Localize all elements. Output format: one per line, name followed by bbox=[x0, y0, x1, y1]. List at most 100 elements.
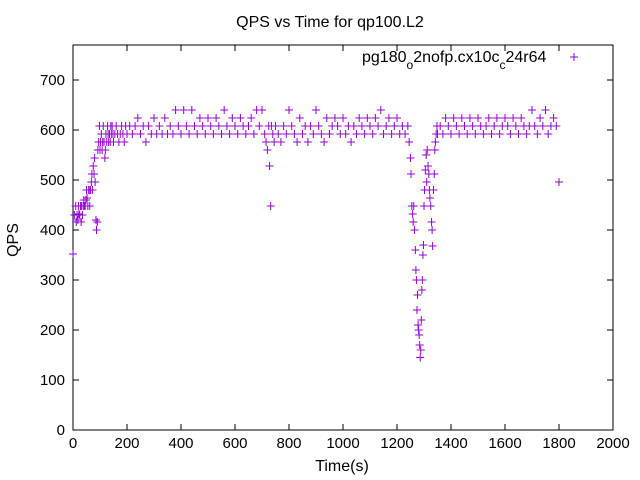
data-point bbox=[160, 114, 169, 122]
data-point bbox=[293, 138, 302, 146]
data-point bbox=[90, 170, 99, 178]
data-point bbox=[214, 122, 223, 130]
data-point bbox=[405, 138, 414, 146]
data-point bbox=[120, 138, 129, 146]
data-point bbox=[393, 114, 401, 122]
data-point bbox=[555, 178, 563, 186]
data-point bbox=[204, 114, 212, 122]
data-point bbox=[320, 138, 329, 146]
x-tick-label: 1600 bbox=[488, 435, 521, 452]
data-point bbox=[133, 114, 142, 122]
data-point bbox=[407, 170, 416, 178]
data-point bbox=[144, 122, 153, 130]
data-point bbox=[552, 122, 561, 130]
data-point bbox=[266, 202, 275, 210]
data-point bbox=[262, 138, 271, 146]
data-point bbox=[503, 122, 512, 130]
data-point bbox=[195, 114, 204, 122]
data-point bbox=[427, 218, 436, 226]
legend-label-part-1: pg180 bbox=[362, 49, 407, 66]
axis-ticks: 0 200 400 600 800 1000 1200 1400 1600 1800 2000 0 10… bbox=[40, 45, 630, 452]
data-point bbox=[423, 146, 432, 154]
data-point bbox=[88, 186, 97, 194]
data-point bbox=[150, 114, 158, 122]
data-point bbox=[501, 114, 509, 122]
data-point bbox=[233, 130, 242, 138]
data-point bbox=[330, 114, 339, 122]
y-axis-label: QPS bbox=[5, 223, 22, 257]
data-point bbox=[413, 291, 422, 299]
data-point bbox=[352, 130, 361, 138]
data-point bbox=[222, 122, 231, 130]
x-tick-label: 1800 bbox=[542, 435, 575, 452]
data-point bbox=[136, 130, 145, 138]
data-point bbox=[424, 162, 433, 170]
data-point bbox=[430, 146, 439, 154]
data-point bbox=[482, 122, 491, 130]
data-point bbox=[410, 226, 419, 234]
data-point bbox=[339, 114, 347, 122]
data-point bbox=[382, 122, 391, 130]
data-point bbox=[384, 114, 393, 122]
data-point bbox=[371, 114, 380, 122]
data-point bbox=[73, 216, 82, 224]
data-point bbox=[428, 242, 437, 250]
data-point bbox=[403, 122, 412, 130]
y-tick-label: 400 bbox=[40, 222, 65, 239]
data-point bbox=[376, 106, 385, 114]
data-point bbox=[441, 114, 450, 122]
data-point bbox=[249, 130, 258, 138]
x-tick-label: 0 bbox=[69, 435, 77, 452]
data-point bbox=[511, 122, 520, 130]
data-point bbox=[363, 114, 372, 122]
data-point bbox=[425, 194, 434, 202]
data-point bbox=[220, 106, 229, 114]
data-point bbox=[452, 122, 461, 130]
data-point bbox=[360, 130, 369, 138]
data-point bbox=[366, 122, 374, 130]
data-point bbox=[93, 218, 102, 226]
data-point bbox=[282, 130, 291, 138]
data-point bbox=[411, 266, 420, 274]
data-point bbox=[536, 114, 545, 122]
data-point bbox=[92, 226, 101, 234]
data-point bbox=[357, 122, 366, 130]
data-point bbox=[141, 138, 150, 146]
data-point bbox=[83, 194, 92, 202]
data-point bbox=[522, 130, 531, 138]
data-point bbox=[177, 130, 185, 138]
data-point bbox=[390, 122, 399, 130]
data-point bbox=[298, 130, 307, 138]
data-point bbox=[271, 122, 280, 130]
data-point bbox=[101, 146, 110, 154]
data-point bbox=[409, 218, 418, 226]
data-point bbox=[244, 122, 253, 130]
x-tick-label: 800 bbox=[276, 435, 301, 452]
data-point bbox=[447, 130, 455, 138]
data-point bbox=[431, 138, 440, 146]
data-point bbox=[306, 122, 315, 130]
data-point bbox=[91, 216, 100, 224]
data-point bbox=[416, 353, 425, 362]
data-point bbox=[368, 130, 377, 138]
data-point bbox=[295, 114, 304, 122]
data-point bbox=[414, 321, 423, 329]
data-point bbox=[325, 130, 334, 138]
data-point bbox=[193, 130, 202, 138]
data-point bbox=[174, 122, 183, 130]
data-point bbox=[414, 326, 423, 334]
data-point bbox=[314, 122, 323, 130]
data-point bbox=[422, 151, 431, 159]
x-tick-label: 200 bbox=[114, 435, 139, 452]
data-point bbox=[312, 106, 320, 114]
data-point bbox=[74, 210, 83, 218]
x-tick-label: 600 bbox=[222, 435, 247, 452]
data-point bbox=[322, 114, 331, 122]
data-point bbox=[387, 130, 396, 138]
data-point bbox=[419, 241, 428, 249]
data-point bbox=[490, 122, 499, 130]
data-point bbox=[85, 202, 94, 210]
data-point bbox=[182, 122, 191, 130]
data-point bbox=[415, 341, 424, 349]
data-point bbox=[247, 114, 256, 122]
